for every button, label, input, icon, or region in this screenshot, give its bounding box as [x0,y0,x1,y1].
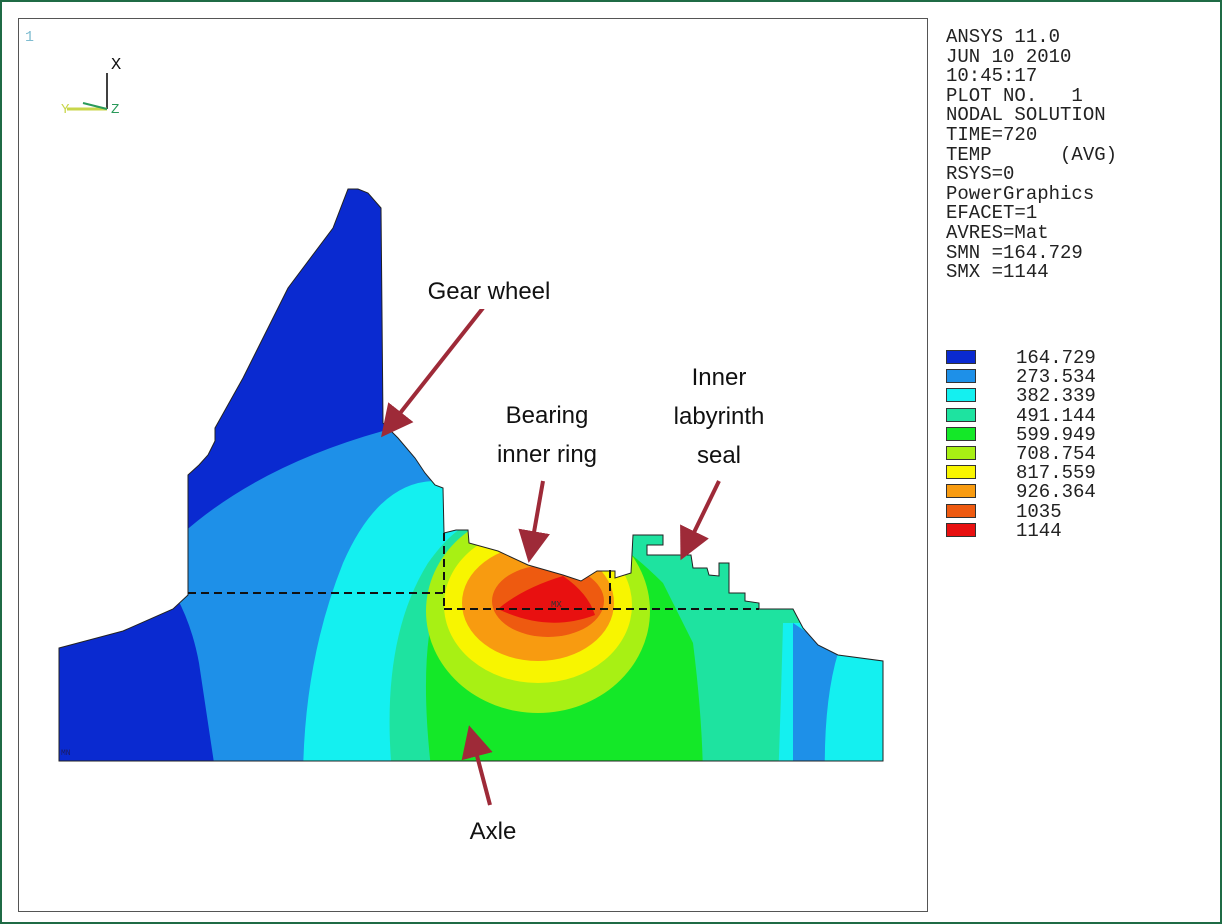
legend-swatch [946,426,976,441]
info-line: PowerGraphics [946,182,1095,205]
bearing-label-bg [479,395,615,473]
legend-value: 926.364 [1016,481,1096,504]
seal-label-line3: seal [697,442,741,469]
legend-swatch [946,350,976,364]
arrow-axle [461,725,493,806]
info-line: 10:45:17 [946,65,1038,88]
legend-value: 599.949 [1016,423,1096,446]
mx-marker: MX [551,600,562,610]
info-line: AVRES=Mat [946,221,1049,244]
legend-swatch [946,522,976,537]
legend-swatch [946,369,976,384]
contour-plot: MX MN 1 X Y Z [25,29,884,849]
legend-value: 1144 [1016,519,1062,542]
legend-swatch [946,388,976,403]
axle-label-bg [435,809,553,849]
info-line: EFACET=1 [946,202,1038,225]
mn-marker: MN [61,749,71,758]
seal-label-line1: Inner [692,364,747,391]
info-line: RSYS=0 [946,163,1015,186]
legend-value: 708.754 [1016,442,1096,465]
bearing-label-line2: inner ring [497,441,597,468]
legend-value: 164.729 [1016,347,1096,369]
ansys-plot-window: MX MN 1 X Y Z [18,18,928,912]
legend-swatch [946,465,976,480]
info-line: SMN =164.729 [946,241,1083,264]
info-line: ANSYS 11.0 [946,26,1061,48]
arrow-bearing-inner-ring [518,480,550,563]
triad-z-label: Z [111,102,119,118]
arrow-labyrinth-seal [680,480,721,561]
window-number: 1 [25,29,34,46]
legend-value: 382.339 [1016,385,1096,408]
info-line: TEMP (AVG) [946,143,1118,166]
legend-value: 1035 [1016,500,1062,523]
arrow-gear-wheel [381,306,485,438]
gear-wheel-label: Gear wheel [428,278,551,305]
bearing-label-line1: Bearing [506,402,589,429]
info-line: SMX =1144 [946,261,1049,284]
info-line: PLOT NO. 1 [946,84,1083,107]
info-line: NODAL SOLUTION [946,104,1106,127]
seal-label-bg [657,357,781,471]
legend-swatch [946,503,976,518]
band-1144 [498,576,595,623]
legend-swatch [946,407,976,422]
annotation-arrows [381,306,721,806]
triad-x-label: X [111,56,121,75]
annotation-labels: Gear wheel Bearing inner ring Inner laby… [397,269,781,849]
seal-label-line2: labyrinth [674,403,765,430]
legend-value: 817.559 [1016,462,1096,485]
coordinate-triad-icon: X Y Z [61,56,121,118]
legend-swatch [946,484,976,499]
axle-label: Axle [470,818,517,845]
ansys-info-panel: ANSYS 11.0 JUN 10 2010 10:45:17 PLOT NO.… [946,26,1216,284]
temperature-contour-bands [59,189,883,761]
interface-dashed-lines [188,533,759,610]
triad-y-label: Y [61,102,70,118]
info-line: TIME=720 [946,123,1038,146]
legend-swatch [946,445,976,460]
legend-value: 491.144 [1016,404,1096,427]
part-outline [58,188,884,762]
gear-wheel-label-bg [397,269,581,309]
info-line: JUN 10 2010 [946,45,1072,68]
legend-value: 273.534 [1016,366,1096,389]
